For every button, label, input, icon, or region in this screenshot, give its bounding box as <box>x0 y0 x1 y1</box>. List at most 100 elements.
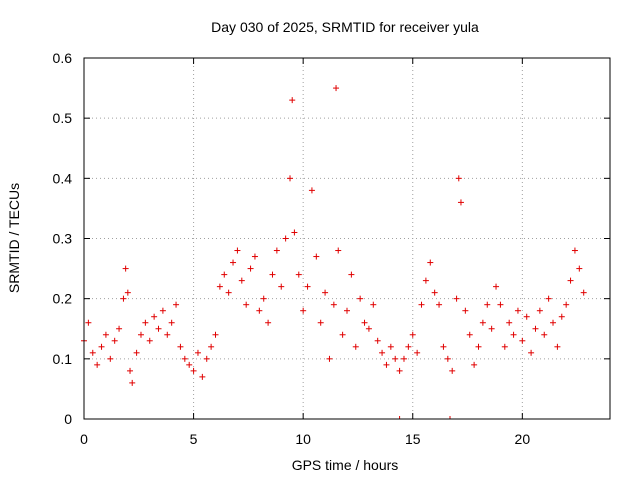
data-point <box>278 283 285 290</box>
data-point <box>554 343 561 350</box>
data-point <box>322 289 329 296</box>
data-point <box>580 289 587 296</box>
data-point <box>177 343 184 350</box>
data-point <box>379 349 386 356</box>
y-tick-label: 0 <box>64 411 72 427</box>
data-point <box>501 343 508 350</box>
data-point <box>457 199 464 206</box>
data-point <box>194 349 201 356</box>
data-point <box>519 337 526 344</box>
data-point <box>111 337 118 344</box>
data-point <box>98 343 105 350</box>
data-point <box>514 307 521 314</box>
data-point <box>361 319 368 326</box>
data-point <box>265 319 272 326</box>
data-point <box>181 355 188 362</box>
data-point <box>436 301 443 308</box>
data-point <box>89 349 96 356</box>
axis-ticks <box>83 57 610 420</box>
data-point <box>567 277 574 284</box>
data-point <box>488 325 495 332</box>
data-point <box>221 271 228 278</box>
data-point <box>444 355 451 362</box>
data-point <box>409 331 416 338</box>
data-point <box>497 301 504 308</box>
data-point <box>523 313 530 320</box>
data-point <box>313 253 320 260</box>
data-point <box>247 265 254 272</box>
data-point <box>173 301 180 308</box>
data-point <box>295 271 302 278</box>
data-point <box>453 295 460 302</box>
data-point <box>122 265 129 272</box>
data-point <box>475 343 482 350</box>
data-point <box>85 319 92 326</box>
grid-lines <box>84 58 610 419</box>
data-point <box>269 271 276 278</box>
data-point <box>282 235 289 242</box>
data-point <box>550 319 557 326</box>
data-point <box>142 319 149 326</box>
data-point <box>308 187 315 194</box>
data-point <box>291 229 298 236</box>
data-point <box>344 307 350 314</box>
data-point <box>357 295 364 302</box>
data-point <box>256 307 263 314</box>
tick-labels: 0 0.1 0.2 0.3 0.4 0.5 0.6 0 5 10 15 20 <box>53 50 531 447</box>
chart-title: Day 030 of 2025, SRMTID for receiver yul… <box>211 19 479 35</box>
data-point <box>528 349 535 356</box>
y-tick-label: 0.2 <box>53 291 73 307</box>
data-point <box>107 355 114 362</box>
x-axis-label: GPS time / hours <box>292 457 399 473</box>
data-point <box>317 319 324 326</box>
data-point <box>225 289 232 296</box>
data-point <box>414 349 421 356</box>
data-point <box>571 247 578 254</box>
data-point <box>116 325 123 332</box>
data-point <box>484 301 491 308</box>
data-point <box>230 259 237 266</box>
data-point <box>168 319 175 326</box>
data-point <box>383 361 390 368</box>
data-point <box>190 367 197 374</box>
data-point <box>479 319 486 326</box>
data-point <box>545 295 552 302</box>
data-point <box>506 319 513 326</box>
data-point <box>159 307 166 314</box>
data-point <box>405 343 412 350</box>
data-point <box>330 301 337 308</box>
data-point <box>348 271 355 278</box>
data-point <box>203 355 210 362</box>
data-point <box>243 301 250 308</box>
x-tick-label: 10 <box>295 431 311 447</box>
data-point <box>260 295 267 302</box>
data-point <box>365 325 372 332</box>
data-point <box>304 283 311 290</box>
data-point <box>558 313 565 320</box>
x-tick-label: 5 <box>190 431 198 447</box>
data-point <box>370 301 377 308</box>
data-point <box>199 373 206 380</box>
y-tick-label: 0.4 <box>53 170 73 186</box>
data-point <box>440 343 447 350</box>
data-point <box>137 331 144 338</box>
data-point <box>510 331 517 338</box>
data-point <box>400 355 407 362</box>
data-point <box>339 331 346 338</box>
y-tick-label: 0.6 <box>53 50 73 66</box>
data-point <box>418 301 425 308</box>
y-axis-label: SRMTID / TECUs <box>6 183 22 293</box>
data-point <box>146 337 153 344</box>
data-point <box>151 313 158 320</box>
data-point <box>374 337 381 344</box>
data-point <box>427 259 434 266</box>
x-tick-label: 20 <box>515 431 531 447</box>
data-point <box>120 295 127 302</box>
data-point <box>287 175 294 182</box>
data-point <box>273 247 280 254</box>
data-point <box>335 247 342 254</box>
data-point <box>352 343 359 350</box>
data-point <box>462 307 469 314</box>
data-point <box>392 355 399 362</box>
